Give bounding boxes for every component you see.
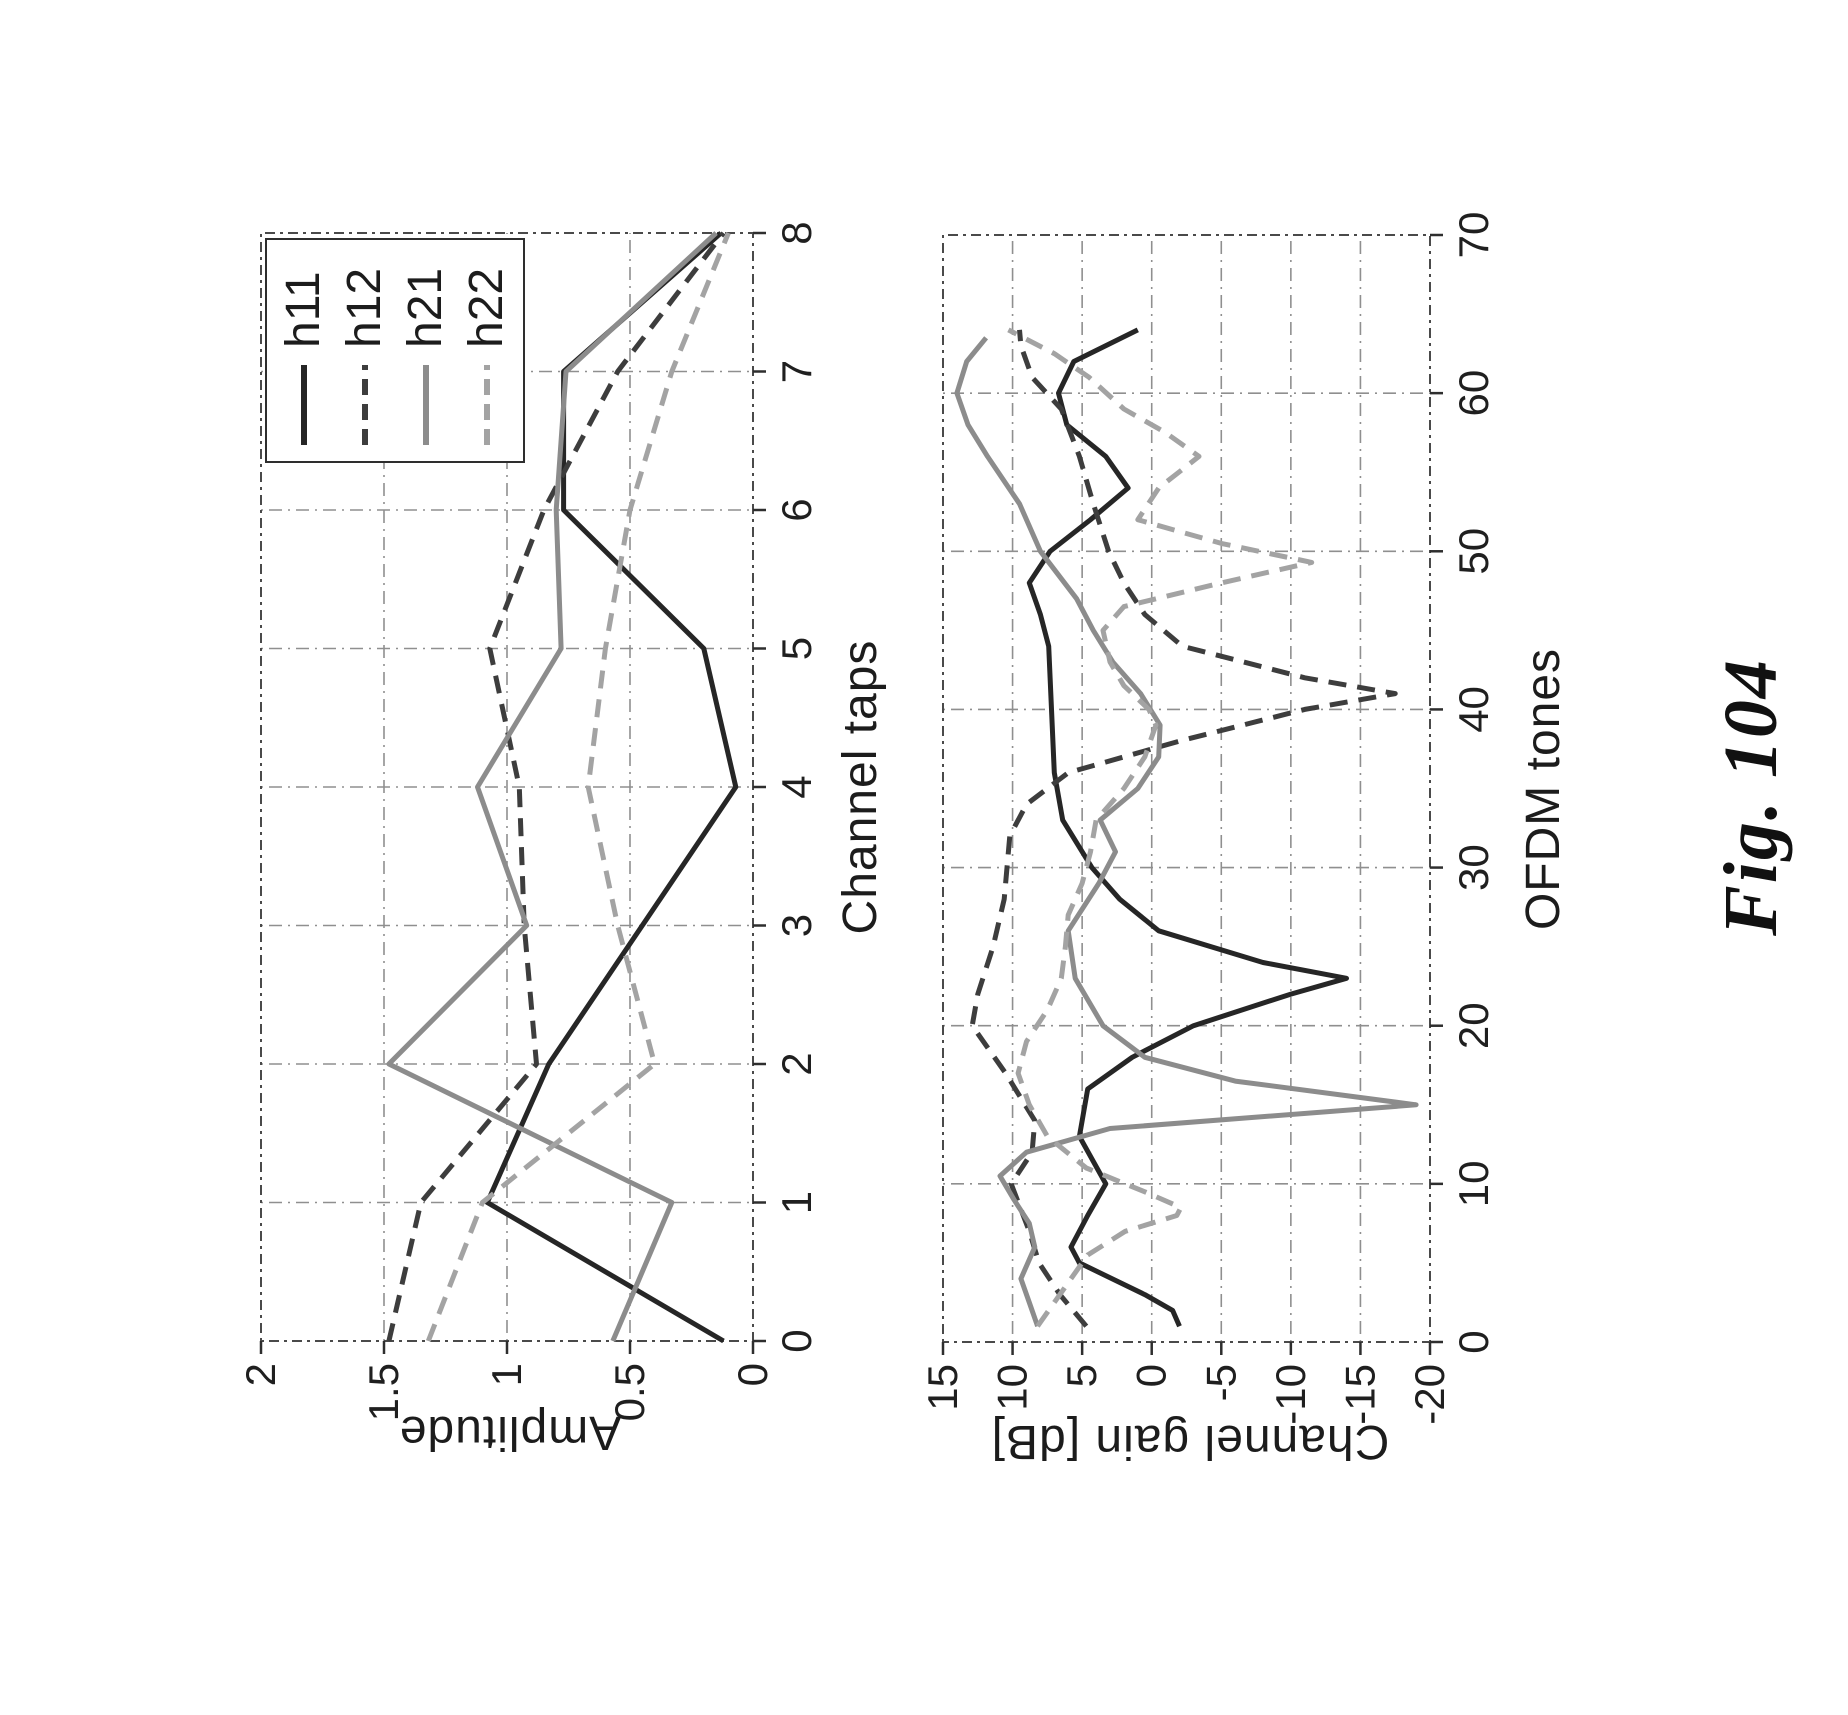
x-tick-label: 40: [1450, 686, 1497, 733]
grid-lines: [943, 235, 1430, 1342]
y-tick-label: -10: [1267, 1364, 1314, 1425]
series-h12: [386, 231, 726, 1342]
x-tick-label: 1: [773, 1191, 820, 1214]
x-tick-label: 30: [1450, 844, 1497, 891]
y-tick-label: -5: [1197, 1364, 1244, 1401]
chart2-xlabel: OFDM tones: [1517, 647, 1570, 931]
x-tick-label: 60: [1450, 370, 1497, 417]
x-tick-label: 7: [773, 360, 820, 383]
x-tick-label: 2: [773, 1052, 820, 1075]
x-tick-label: 20: [1450, 1002, 1497, 1049]
series-h11: [1026, 327, 1349, 1328]
x-tick-label: 8: [773, 221, 820, 244]
series-h21: [386, 231, 718, 1342]
series-h22: [1007, 327, 1315, 1328]
series-h21: [954, 336, 1419, 1328]
y-tick-label: 2: [237, 1363, 284, 1386]
y-tick-label: 0: [1128, 1364, 1175, 1387]
x-tick-label: 50: [1450, 528, 1497, 575]
y-tick-label: 0: [729, 1363, 776, 1386]
x-tick-label: 6: [773, 498, 820, 521]
y-tick-label: 0.5: [606, 1363, 653, 1421]
x-tick-label: 10: [1450, 1160, 1497, 1207]
y-tick-label: 1: [483, 1363, 530, 1386]
x-tick-label: 0: [1450, 1330, 1497, 1353]
x-tick-label: 0: [773, 1329, 820, 1352]
legend-item-h12: h12: [337, 240, 391, 449]
legend-item-h21: h21: [398, 240, 452, 449]
chart1-xlabel: Channel taps: [834, 639, 887, 935]
y-tick-label: -15: [1336, 1364, 1383, 1425]
y-tick-label: 1.5: [360, 1363, 407, 1421]
y-tick-label: 10: [989, 1364, 1036, 1411]
legend-item-h22: h22: [459, 240, 513, 449]
chart2-ylabel: Channel gain [dB]: [990, 1415, 1390, 1468]
legend-label-h21: h21: [398, 267, 452, 348]
series-h12: [969, 329, 1398, 1328]
x-tick-label: 70: [1450, 212, 1497, 259]
legend-line-sample-h12: [361, 365, 368, 445]
x-tick-label: 3: [773, 914, 820, 937]
chart1-legend: h11 h12 h21 h22: [265, 238, 525, 463]
y-tick-label: 5: [1058, 1364, 1105, 1387]
chart1-ylabel: Amplitude: [398, 1406, 622, 1459]
axes-border: [942, 234, 1431, 1343]
legend-label-h12: h12: [337, 267, 391, 348]
legend-line-sample-h21: [422, 365, 429, 445]
y-tick-label: 15: [919, 1364, 966, 1411]
figure-caption: Fig. 104: [1709, 658, 1793, 936]
legend-line-sample-h22: [483, 365, 490, 445]
tick-labels: 0 1 2 3 4 5 6 7 8 0 0.5 1 1.5 2: [237, 221, 820, 1421]
x-tick-label: 5: [773, 637, 820, 660]
legend-item-h11: h11: [276, 240, 330, 449]
y-tick-label: -20: [1406, 1364, 1453, 1425]
legend-line-sample-h11: [300, 365, 307, 445]
series-h22: [425, 232, 731, 1342]
legend-label-h11: h11: [276, 271, 330, 348]
x-tick-label: 4: [773, 775, 820, 798]
legend-label-h22: h22: [459, 267, 513, 348]
chart-1: 0 1 2 3 4 5 6 7 8 0 0.5 1 1.5 2: [237, 221, 820, 1421]
